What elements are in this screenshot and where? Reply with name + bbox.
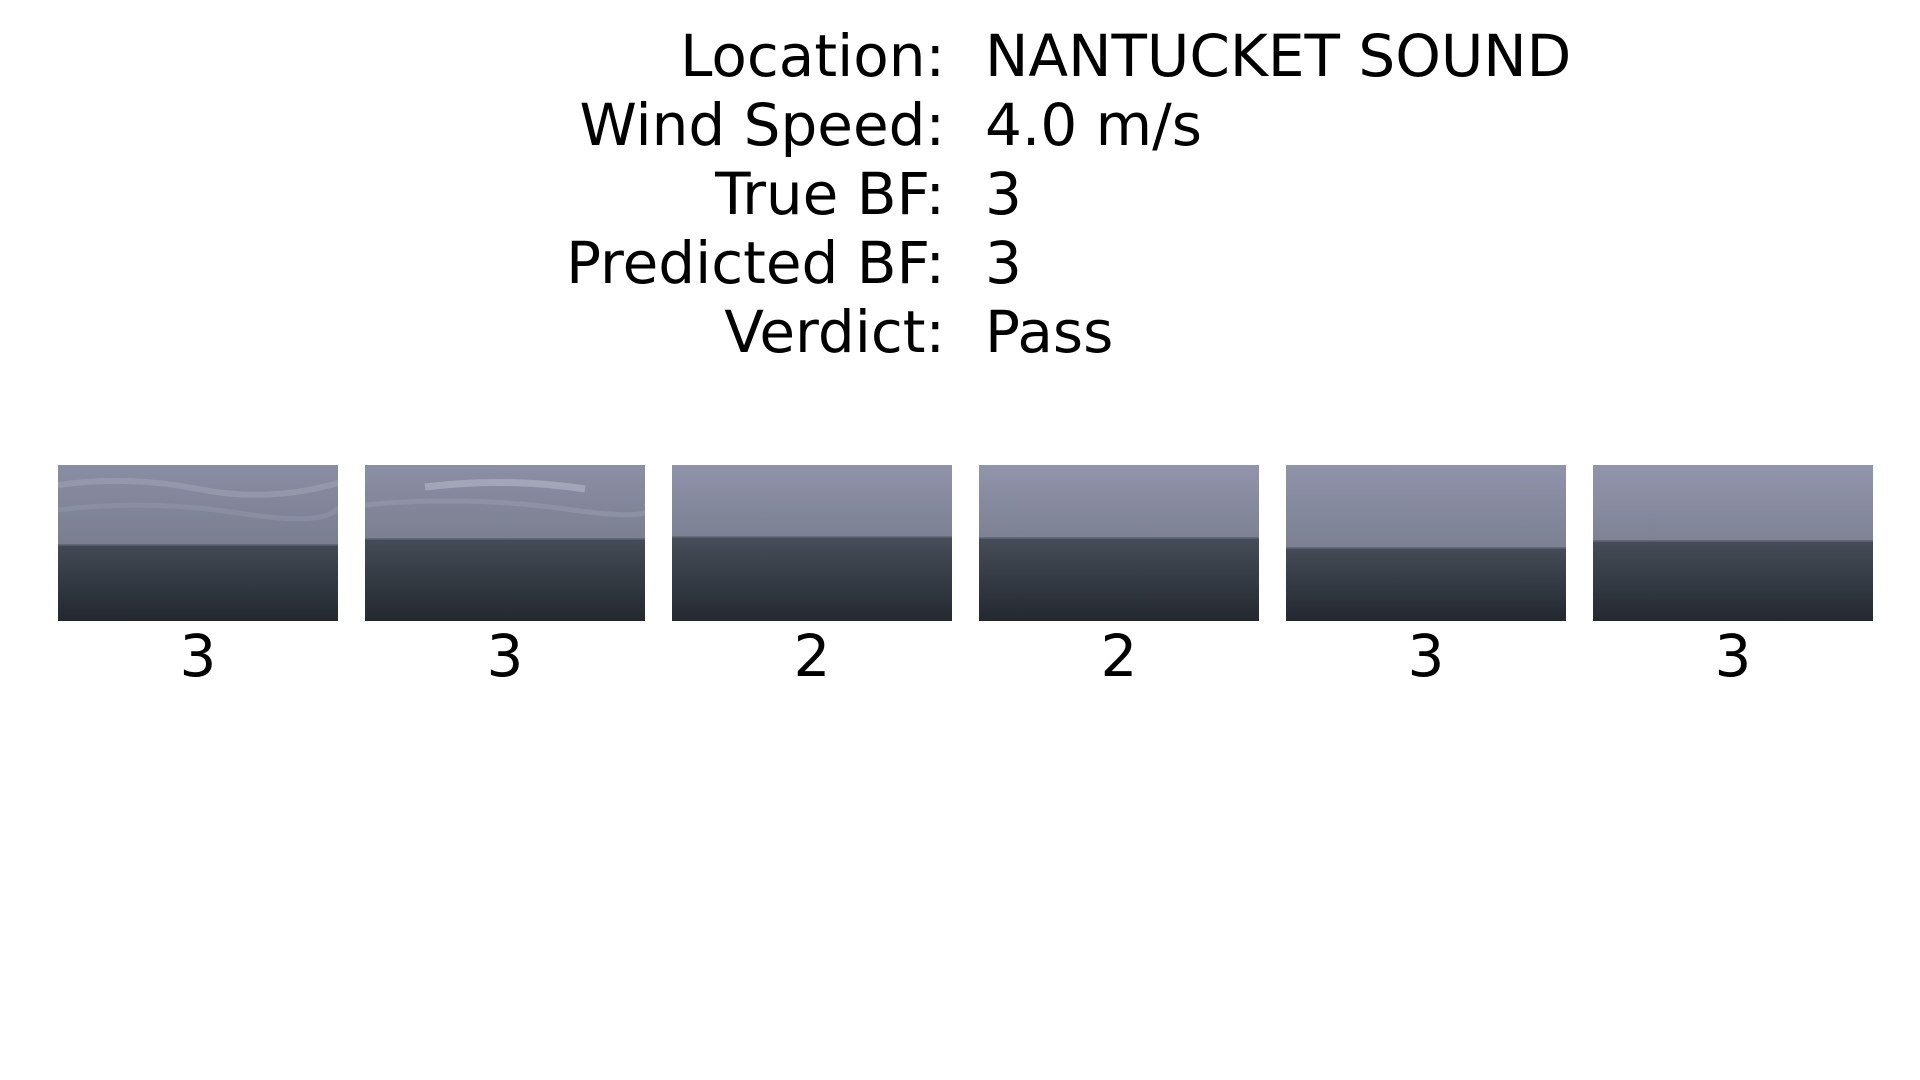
sea-photo-2 (365, 465, 645, 621)
sea-photo-4 (979, 465, 1259, 621)
predicted-bf-label: Predicted BF: (566, 229, 945, 297)
frame-3: 2 (672, 465, 952, 691)
predicted-bf-value: 3 (985, 229, 1022, 297)
frame-3-label: 2 (793, 622, 831, 690)
wind-speed-label: Wind Speed: (579, 91, 945, 159)
sea-photo-5 (1286, 465, 1566, 621)
info-row-verdict: Verdict: Pass (0, 298, 1920, 367)
location-label: Location: (680, 22, 945, 90)
location-value: NANTUCKET SOUND (985, 22, 1572, 90)
frame-1-label: 3 (179, 622, 217, 690)
info-row-true-bf: True BF: 3 (0, 160, 1920, 229)
frame-5: 3 (1286, 465, 1566, 691)
sea-photo-1 (58, 465, 338, 621)
frame-2-label: 3 (486, 622, 524, 690)
verdict-label: Verdict: (724, 298, 945, 366)
frame-6-label: 3 (1714, 622, 1752, 690)
info-row-wind-speed: Wind Speed: 4.0 m/s (0, 91, 1920, 160)
frame-4: 2 (979, 465, 1259, 691)
frame-2: 3 (365, 465, 645, 691)
true-bf-value: 3 (985, 160, 1022, 228)
frame-4-label: 2 (1100, 622, 1138, 690)
info-row-predicted-bf: Predicted BF: 3 (0, 229, 1920, 298)
frame-5-label: 3 (1407, 622, 1445, 690)
info-table: Location: NANTUCKET SOUND Wind Speed: 4.… (0, 22, 1920, 367)
frame-1: 3 (58, 465, 338, 691)
info-row-location: Location: NANTUCKET SOUND (0, 22, 1920, 91)
sea-photo-3 (672, 465, 952, 621)
true-bf-label: True BF: (715, 160, 945, 228)
sea-photo-6 (1593, 465, 1873, 621)
frame-6: 3 (1593, 465, 1873, 691)
verdict-value: Pass (985, 298, 1114, 366)
frame-strip: 3 3 (0, 465, 1920, 705)
wind-speed-value: 4.0 m/s (985, 91, 1202, 159)
